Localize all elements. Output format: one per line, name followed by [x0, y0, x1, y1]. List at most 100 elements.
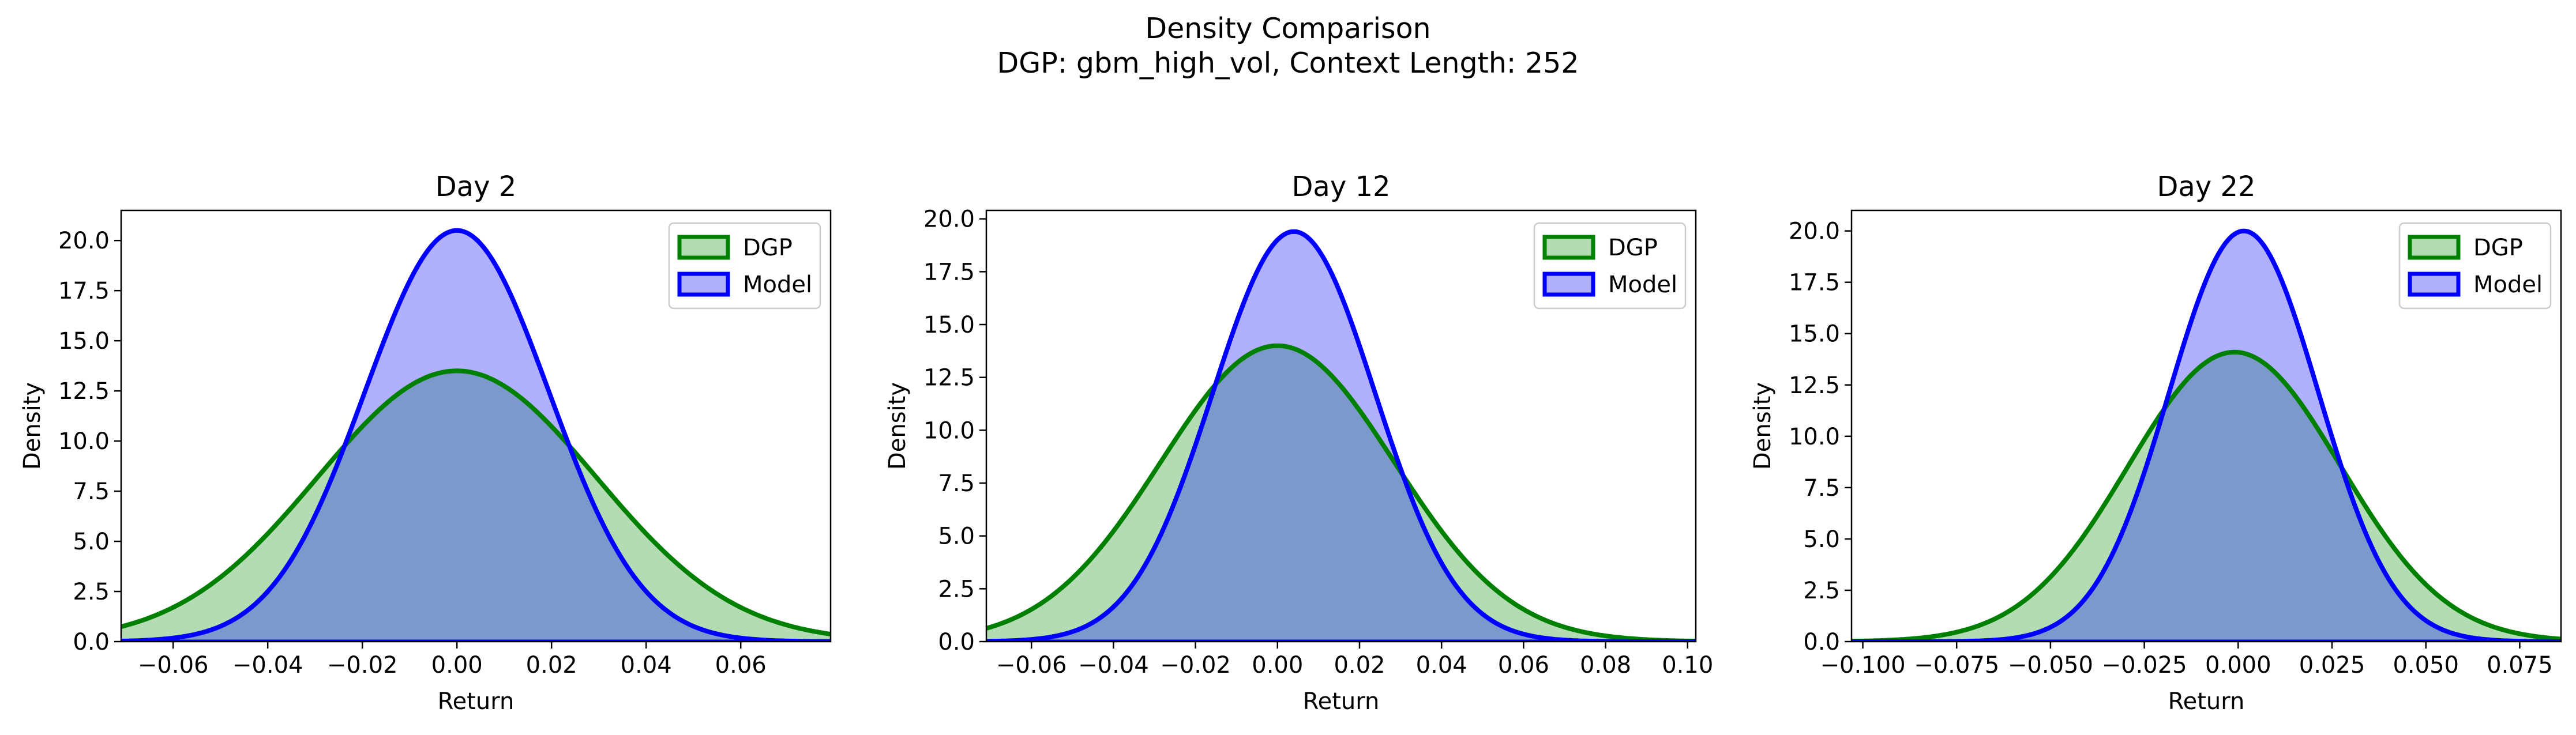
- x-tick-label: −0.06: [138, 652, 209, 679]
- x-tick-label: 0.00: [431, 652, 483, 679]
- dgp-density-line: [986, 343, 1696, 642]
- y-tick-label: 10.0: [58, 428, 110, 455]
- y-axis-label: Density: [1749, 382, 1776, 470]
- legend-swatch: [2408, 235, 2461, 260]
- legend-swatch: [677, 272, 730, 297]
- x-tick-label: 0.050: [2393, 652, 2459, 679]
- legend: DGP Model: [668, 222, 821, 310]
- legend-entry-model: Model: [2408, 272, 2543, 298]
- panel-title: Day 22: [2157, 171, 2255, 203]
- chart-panel-3: −0.100 −0.075 −0.050 −0.025 0.000 0.025 0.050 0…: [1749, 171, 2562, 715]
- y-tick-label: 12.5: [1789, 372, 1840, 399]
- x-tick-label: 0.04: [621, 652, 672, 679]
- legend-entry-dgp: DGP: [1542, 235, 1658, 261]
- x-tick-label: −0.100: [1820, 652, 1906, 679]
- axes-frame: [120, 209, 832, 643]
- chart-panel-2: −0.06 −0.04 −0.02 0.00 0.02 0.04 0.06 0.08 0.10 0…: [884, 171, 1713, 715]
- y-tick-label: 7.5: [938, 470, 975, 497]
- x-tick-label: 0.08: [1580, 652, 1631, 679]
- overlap-density-fill: [986, 345, 1696, 642]
- model-density-line: [121, 228, 831, 642]
- y-tick-label: 2.5: [1803, 578, 1840, 604]
- legend-swatch: [2408, 272, 2461, 297]
- x-tick-label: 0.075: [2487, 652, 2553, 679]
- legend-label: DGP: [2473, 235, 2523, 261]
- x-axis-label: Return: [438, 688, 515, 715]
- x-axis-label: Return: [1303, 688, 1380, 715]
- y-tick-label: 10.0: [1789, 424, 1840, 450]
- y-tick-label: 5.0: [1803, 526, 1840, 553]
- legend-swatch: [1542, 272, 1595, 297]
- legend-label: Model: [1608, 272, 1677, 298]
- x-tick-label: 0.02: [526, 652, 577, 679]
- y-tick-label: 0.0: [938, 629, 975, 655]
- x-tick-label: −0.050: [2008, 652, 2093, 679]
- legend-swatch: [677, 235, 730, 260]
- x-tick-label: 0.06: [1498, 652, 1549, 679]
- y-tick-label: 5.0: [73, 529, 110, 555]
- dgp-density-line: [121, 368, 831, 636]
- x-tick-label: −0.025: [2102, 652, 2187, 679]
- y-tick-label: 7.5: [73, 478, 110, 505]
- y-tick-label: 20.0: [923, 206, 975, 233]
- figure-title: Density Comparison DGP: gbm_high_vol, Co…: [0, 12, 2576, 81]
- panel-title: Day 12: [1291, 171, 1390, 203]
- legend: DGP Model: [1533, 222, 1687, 310]
- legend-label: Model: [2473, 272, 2543, 298]
- y-tick-label: 17.5: [58, 278, 110, 304]
- legend: DGP Model: [2398, 222, 2552, 310]
- legend-entry-model: Model: [1542, 272, 1677, 298]
- x-tick-label: 0.02: [1334, 652, 1385, 679]
- y-tick-label: 12.5: [923, 365, 975, 391]
- y-axis-label: Density: [19, 382, 46, 470]
- y-tick-label: 7.5: [1803, 475, 1840, 502]
- legend-label: DGP: [743, 235, 793, 261]
- y-tick-label: 10.0: [923, 417, 975, 444]
- x-tick-label: 0.000: [2205, 652, 2271, 679]
- x-tick-label: −0.04: [232, 652, 303, 679]
- figure-subtitle: DGP: gbm_high_vol, Context Length: 252: [997, 47, 1579, 80]
- x-tick-label: 0.00: [1252, 652, 1303, 679]
- dgp-density-line: [1852, 349, 2561, 642]
- y-tick-label: 0.0: [1803, 629, 1840, 655]
- legend-label: Model: [743, 272, 812, 298]
- x-tick-label: 0.06: [715, 652, 767, 679]
- y-tick-label: 17.5: [923, 259, 975, 285]
- y-tick-label: 2.5: [73, 579, 110, 605]
- panel-title: Day 2: [435, 171, 517, 203]
- legend-entry-dgp: DGP: [677, 235, 793, 261]
- y-tick-label: 5.0: [938, 523, 975, 550]
- x-axis-label: Return: [2168, 688, 2245, 715]
- y-tick-label: 15.0: [923, 312, 975, 338]
- y-tick-label: 20.0: [1789, 218, 1840, 245]
- x-tick-label: 0.04: [1416, 652, 1467, 679]
- y-tick-label: 15.0: [58, 328, 110, 355]
- chart-panel-1: −0.06 −0.04 −0.02 0.00 0.02 0.04 0.06 0.0 2.5 5.0…: [19, 171, 832, 715]
- axes-frame: [985, 209, 1697, 643]
- legend-swatch: [1542, 235, 1595, 260]
- y-tick-label: 0.0: [73, 629, 110, 655]
- y-tick-label: 12.5: [58, 378, 110, 405]
- y-tick-label: 20.0: [58, 228, 110, 254]
- overlap-density-fill: [1852, 352, 2561, 642]
- legend-label: DGP: [1608, 235, 1658, 261]
- x-tick-label: −0.06: [996, 652, 1067, 679]
- x-tick-label: −0.02: [1160, 652, 1231, 679]
- overlap-density-fill: [121, 371, 831, 642]
- x-tick-label: 0.025: [2299, 652, 2365, 679]
- x-tick-label: −0.02: [327, 652, 398, 679]
- y-tick-label: 15.0: [1789, 321, 1840, 348]
- x-tick-label: −0.04: [1078, 652, 1149, 679]
- x-tick-label: 0.10: [1662, 652, 1713, 679]
- y-tick-label: 2.5: [938, 576, 975, 602]
- x-tick-label: −0.075: [1914, 652, 1999, 679]
- legend-entry-model: Model: [677, 272, 812, 298]
- y-tick-label: 17.5: [1789, 270, 1840, 296]
- legend-entry-dgp: DGP: [2408, 235, 2523, 261]
- axes-frame: [1850, 209, 2562, 643]
- figure-title-line1: Density Comparison: [1145, 12, 1431, 45]
- plot-area: [121, 228, 831, 642]
- y-axis-label: Density: [884, 382, 911, 470]
- plot-area: [986, 229, 1696, 642]
